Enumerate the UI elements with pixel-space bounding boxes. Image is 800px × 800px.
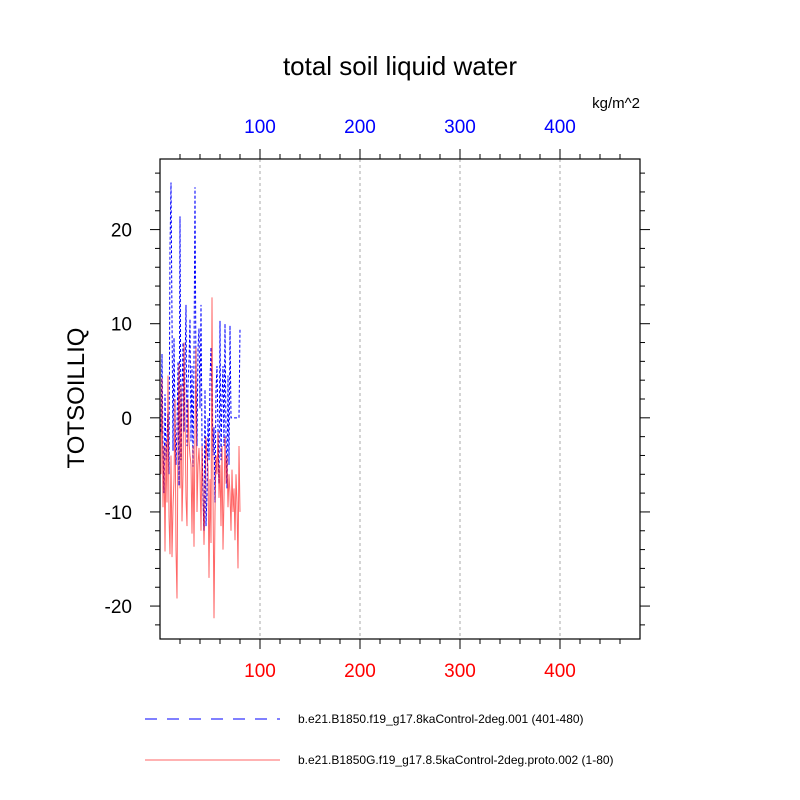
x-tick-label-top: 200 [344, 117, 376, 138]
x-tick-label-top: 400 [544, 117, 576, 138]
series-line-1 [160, 182, 241, 531]
legend-label-series-2: b.e21.B1850G.f19_g17.8.5kaControl-2deg.p… [298, 753, 614, 767]
legend-label-series-1: b.e21.B1850.f19_g17.8kaControl-2deg.001 … [298, 712, 584, 726]
plot-frame [159, 158, 641, 640]
x-tick-label-bottom: 200 [344, 661, 376, 682]
y-tick-label: -10 [105, 503, 132, 524]
x-tick-label-bottom: 400 [544, 661, 576, 682]
grid-lines [259, 159, 561, 639]
y-tick-label: 10 [111, 315, 132, 336]
x-tick-label-top: 100 [244, 117, 276, 138]
x-tick-label-bottom: 300 [444, 661, 476, 682]
axis-ticks [150, 149, 650, 649]
series-line-2 [160, 297, 241, 619]
chart-title: total soil liquid water [283, 51, 517, 81]
x-tick-label-bottom: 100 [244, 661, 276, 682]
units-label: kg/m^2 [592, 95, 640, 112]
y-axis-label: TOTSOILLIQ [63, 328, 90, 469]
legend: b.e21.B1850.f19_g17.8kaControl-2deg.001 … [145, 712, 614, 767]
x-tick-label-top: 300 [444, 117, 476, 138]
series-lines [160, 182, 241, 619]
y-tick-label: 0 [121, 409, 132, 430]
y-tick-label: -20 [105, 597, 132, 618]
y-tick-label: 20 [111, 221, 132, 242]
